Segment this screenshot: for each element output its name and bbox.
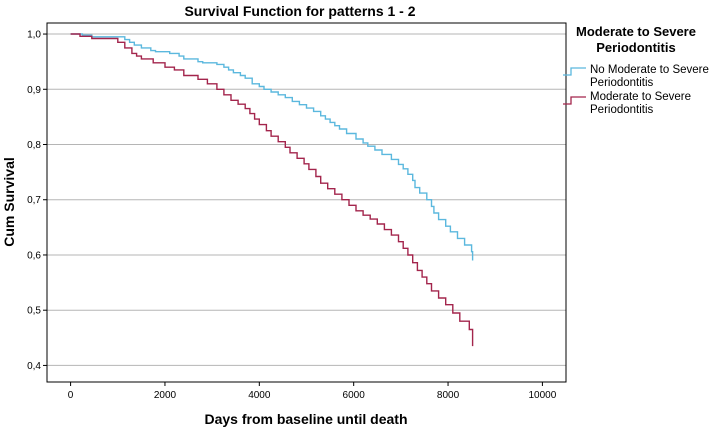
x-tick-label: 10000	[529, 390, 557, 401]
x-axis: 0 2000 4000 6000 8000 10000	[68, 382, 557, 401]
y-tick-label: 0,4	[27, 361, 41, 372]
series-lines	[70, 33, 474, 347]
y-tick-label: 0,6	[27, 250, 41, 261]
legend-label-no-periodontitis-line-1: No Moderate to Severe	[590, 64, 709, 76]
chart-title: Survival Function for patterns 1 - 2	[184, 3, 415, 19]
x-tick-label: 2000	[154, 390, 177, 401]
x-tick-label: 0	[68, 390, 74, 401]
legend-swatch-no-periodontitis	[563, 67, 586, 76]
survival-line-no-periodontitis	[70, 33, 474, 261]
x-axis-title: Days from baseline until death	[204, 411, 407, 427]
y-tick-label: 0,5	[27, 306, 41, 317]
gridlines	[47, 33, 566, 366]
x-tick-label: 4000	[248, 390, 271, 401]
y-axis: 0,4 0,5 0,6 0,7 0,8 0,9 1,0	[27, 30, 47, 372]
y-tick-label: 0,8	[27, 140, 41, 151]
y-tick-label: 0,9	[27, 85, 41, 96]
y-axis-title: Cum Survival	[1, 157, 17, 246]
y-tick-label: 0,7	[27, 195, 41, 206]
legend-label-periodontitis-line-1: Moderate to Severe	[590, 91, 691, 103]
legend-swatch-periodontitis	[563, 96, 586, 105]
legend-label-periodontitis-line-2: Periodontitis	[590, 104, 654, 116]
legend-title-line-2: Periodontitis	[596, 40, 675, 55]
legend: Moderate to Severe Periodontitis No Mode…	[563, 24, 709, 116]
x-tick-label: 6000	[343, 390, 366, 401]
plot-frame	[46, 22, 567, 383]
x-tick-label: 8000	[437, 390, 460, 401]
legend-title-line-1: Moderate to Severe	[576, 24, 696, 39]
y-tick-label: 1,0	[27, 30, 41, 41]
survival-line-periodontitis	[70, 33, 474, 347]
legend-label-no-periodontitis-line-2: Periodontitis	[590, 77, 654, 89]
